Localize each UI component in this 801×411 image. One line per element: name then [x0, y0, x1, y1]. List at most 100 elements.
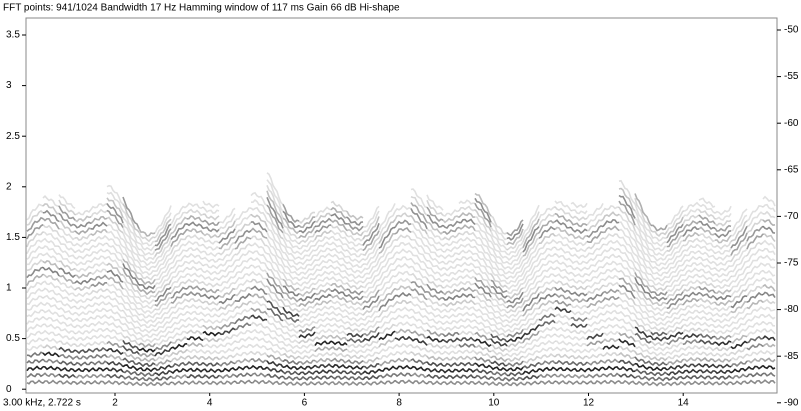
- harmonic-trace: [490, 381, 508, 387]
- harmonic-trace: [538, 260, 556, 272]
- harmonic-trace: [410, 251, 428, 269]
- spectrogram: [26, 172, 776, 387]
- harmonic-trace: [202, 343, 220, 349]
- harmonic-trace: [570, 380, 588, 386]
- harmonic-trace: [586, 284, 604, 295]
- right-tick-label: -90: [784, 397, 799, 408]
- harmonic-trace: [74, 330, 92, 335]
- harmonic-trace: [618, 200, 636, 226]
- harmonic-trace: [26, 316, 44, 325]
- harmonic-trace: [298, 320, 316, 329]
- harmonic-trace: [154, 246, 172, 268]
- harmonic-trace: [666, 341, 684, 350]
- harmonic-trace: [602, 379, 620, 385]
- harmonic-trace: [106, 216, 124, 234]
- harmonic-trace: [314, 375, 332, 381]
- harmonic-trace: [122, 345, 140, 355]
- harmonic-trace: [266, 360, 284, 368]
- harmonic-trace: [618, 325, 636, 336]
- harmonic-trace: [682, 321, 700, 328]
- harmonic-trace: [506, 266, 524, 280]
- harmonic-trace: [650, 304, 668, 312]
- harmonic-trace: [698, 233, 716, 243]
- harmonic-trace: [58, 205, 76, 221]
- harmonic-trace: [762, 342, 776, 348]
- harmonic-trace: [586, 243, 604, 257]
- harmonic-trace: [762, 254, 776, 262]
- harmonic-trace: [570, 373, 588, 379]
- harmonic-trace: [570, 291, 588, 297]
- harmonic-trace: [218, 235, 236, 250]
- harmonic-trace: [730, 295, 748, 309]
- harmonic-trace: [762, 313, 776, 320]
- harmonic-trace: [666, 216, 684, 239]
- harmonic-trace: [298, 259, 316, 270]
- harmonic-trace: [42, 230, 60, 242]
- harmonic-trace: [762, 219, 776, 227]
- harmonic-trace: [426, 305, 444, 314]
- harmonic-trace: [202, 318, 220, 325]
- harmonic-trace: [394, 241, 412, 248]
- harmonic-trace: [90, 288, 108, 294]
- harmonic-trace: [602, 246, 620, 253]
- harmonic-trace: [682, 220, 700, 232]
- harmonic-trace: [506, 283, 523, 294]
- harmonic-trace: [650, 361, 668, 367]
- right-tick-label: -60: [784, 118, 799, 129]
- harmonic-trace: [522, 237, 540, 262]
- harmonic-trace: [266, 244, 284, 269]
- harmonic-trace: [218, 334, 236, 342]
- harmonic-trace: [298, 310, 316, 318]
- harmonic-trace: [490, 267, 508, 284]
- harmonic-trace: [506, 278, 524, 291]
- harmonic-trace: [106, 308, 124, 319]
- harmonic-trace: [26, 337, 44, 346]
- harmonic-trace: [58, 292, 76, 303]
- harmonic-trace: [250, 278, 268, 288]
- harmonic-trace: [394, 379, 412, 385]
- harmonic-trace: [218, 242, 236, 256]
- harmonic-trace: [698, 316, 716, 323]
- harmonic-trace: [122, 322, 140, 335]
- harmonic-trace: [202, 306, 220, 313]
- harmonic-trace: [746, 269, 764, 282]
- harmonic-trace: [586, 259, 604, 270]
- harmonic-trace: [538, 220, 556, 234]
- harmonic-trace: [426, 335, 444, 343]
- harmonic-trace: [298, 265, 316, 276]
- harmonic-trace: [266, 379, 284, 386]
- harmonic-trace: [602, 351, 620, 357]
- harmonic-trace: [250, 372, 268, 378]
- harmonic-trace: [490, 235, 508, 255]
- harmonic-trace: [618, 332, 636, 342]
- harmonic-trace: [570, 310, 588, 316]
- harmonic-trace: [746, 241, 764, 257]
- harmonic-trace: [443, 246, 460, 253]
- harmonic-trace: [186, 228, 204, 235]
- harmonic-trace: [346, 343, 364, 349]
- harmonic-trace: [634, 309, 652, 324]
- harmonic-trace: [74, 239, 92, 248]
- harmonic-trace: [698, 226, 716, 236]
- left-tick-label: 2: [6, 181, 12, 192]
- harmonic-trace: [122, 203, 140, 233]
- harmonic-trace: [378, 310, 396, 323]
- harmonic-trace: [682, 243, 700, 252]
- harmonic-trace: [490, 230, 508, 251]
- harmonic-trace: [218, 268, 236, 281]
- harmonic-trace: [42, 302, 60, 311]
- harmonic-trace: [282, 364, 300, 371]
- harmonic-trace: [650, 229, 668, 237]
- harmonic-trace: [474, 272, 492, 288]
- harmonic-trace: [186, 323, 204, 329]
- harmonic-trace: [106, 360, 124, 368]
- harmonic-trace: [490, 296, 508, 309]
- harmonic-trace: [714, 260, 732, 267]
- harmonic-trace: [426, 272, 444, 283]
- harmonic-trace: [554, 359, 572, 366]
- harmonic-trace: [218, 380, 236, 386]
- harmonic-trace: [218, 373, 236, 380]
- harmonic-trace: [74, 354, 92, 360]
- harmonic-trace: [650, 356, 668, 362]
- harmonic-trace: [746, 357, 764, 364]
